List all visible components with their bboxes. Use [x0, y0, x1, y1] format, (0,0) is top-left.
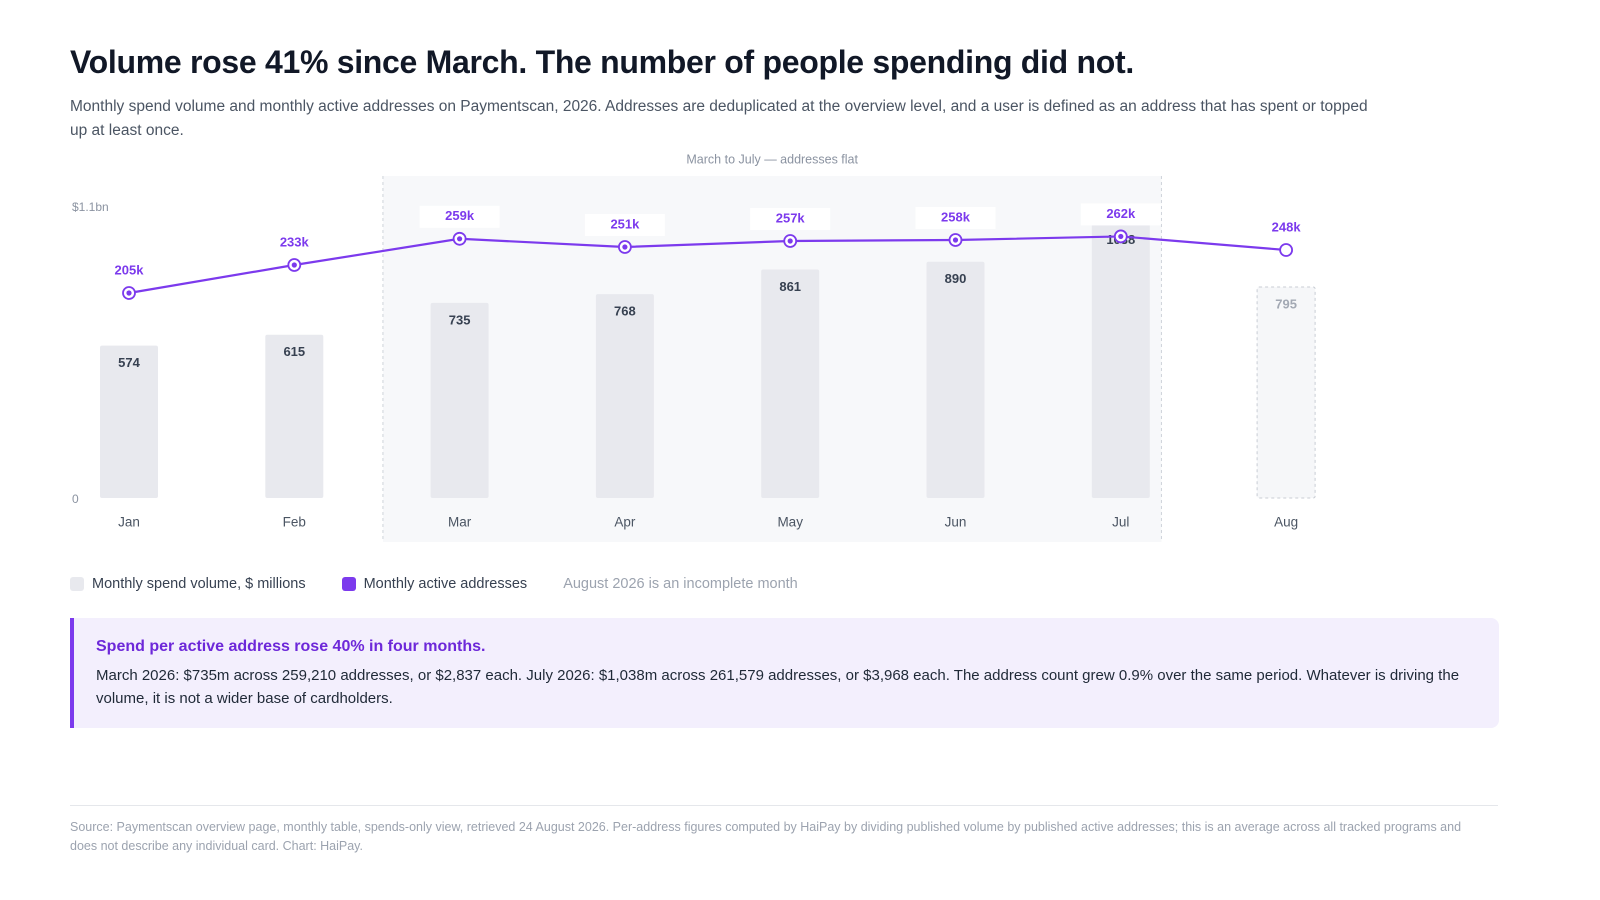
subtitle: Monthly spend volume and monthly active …: [70, 98, 1368, 139]
line-value-label: 233k: [280, 234, 310, 249]
legend-item: Monthly active addresses: [341, 576, 528, 592]
legend-label: Monthly active addresses: [363, 576, 528, 592]
x-tick-label: May: [777, 515, 803, 530]
line-point-dot: [622, 244, 628, 250]
y-tick-label: 0: [72, 492, 79, 506]
bar: [1256, 286, 1316, 499]
legend-item: Monthly spend volume, $ millions: [70, 576, 306, 592]
line-point-dot: [126, 290, 132, 296]
x-tick-label: Feb: [283, 515, 306, 530]
line: [128, 235, 1287, 295]
bar-value-label: 574: [118, 355, 140, 370]
label-background: [750, 208, 831, 230]
legend-label: Monthly spend volume, $ millions: [92, 576, 306, 592]
label-background: [584, 214, 665, 236]
line-value-label: 257k: [776, 210, 806, 225]
bar: [265, 334, 324, 498]
label-background: [254, 232, 335, 254]
line-point: [1279, 243, 1293, 257]
x-tick-label: Jun: [945, 515, 967, 530]
chart: March to July — addresses flat 0 $1.1bn 574…: [72, 152, 1327, 542]
y-tick-label: $1.1bn: [72, 200, 109, 214]
x-tick-label: Aug: [1274, 515, 1298, 530]
bar: [430, 302, 489, 498]
legend: Monthly spend volume, $ millions Monthly…: [70, 576, 798, 592]
bar-value-label: 615: [283, 344, 305, 359]
line-value-label: 248k: [1272, 219, 1302, 234]
callout: Spend per active address rose 40% in fou…: [70, 618, 1499, 728]
bar-value-label: 890: [945, 271, 967, 286]
callout-body: March 2026: $735m across 259,210 address…: [96, 667, 1460, 707]
label-background: [89, 260, 169, 282]
label-background: [1080, 203, 1161, 226]
line-point-dot: [291, 262, 297, 268]
source-note: Source: Paymentscan overview page, month…: [70, 820, 1462, 853]
legend-swatch: [341, 577, 356, 591]
highlight-label: March to July — addresses flat: [686, 152, 858, 166]
bar: [595, 294, 654, 498]
title: Volume rose 41% since March. The number …: [70, 44, 1134, 80]
divider: [70, 805, 1498, 806]
bar: [1091, 222, 1150, 498]
x-tick-label: Apr: [614, 515, 636, 530]
x-tick-label: Mar: [448, 515, 472, 530]
line-point-dot: [1118, 233, 1124, 240]
line-value-label: 259k: [445, 208, 475, 223]
x-tick-label: Jul: [1112, 515, 1129, 530]
label-background: [1246, 217, 1327, 239]
line-point-dot: [787, 238, 793, 244]
line-value-label: 251k: [610, 216, 640, 231]
label-background: [915, 207, 996, 229]
bar: [761, 269, 820, 498]
bar: [926, 261, 985, 498]
line-value-label: 205k: [115, 262, 145, 277]
legend-note: August 2026 is an incomplete month: [563, 576, 798, 592]
label-background: [419, 205, 500, 228]
bar-value-label: 735: [449, 312, 471, 327]
line-point-dot: [952, 237, 959, 243]
bar-value-label: 768: [614, 304, 636, 319]
line-value-label: 258k: [941, 209, 971, 224]
callout-title: Spend per active address rose 40% in fou…: [96, 638, 486, 655]
bar-value-label: 795: [1275, 296, 1297, 311]
line-point-dot: [457, 236, 463, 242]
bar-value-label: 861: [779, 279, 801, 294]
legend-swatch: [70, 577, 84, 591]
line-value-label: 262k: [1106, 206, 1136, 221]
bar: [100, 345, 158, 498]
x-tick-label: Jan: [118, 515, 140, 530]
